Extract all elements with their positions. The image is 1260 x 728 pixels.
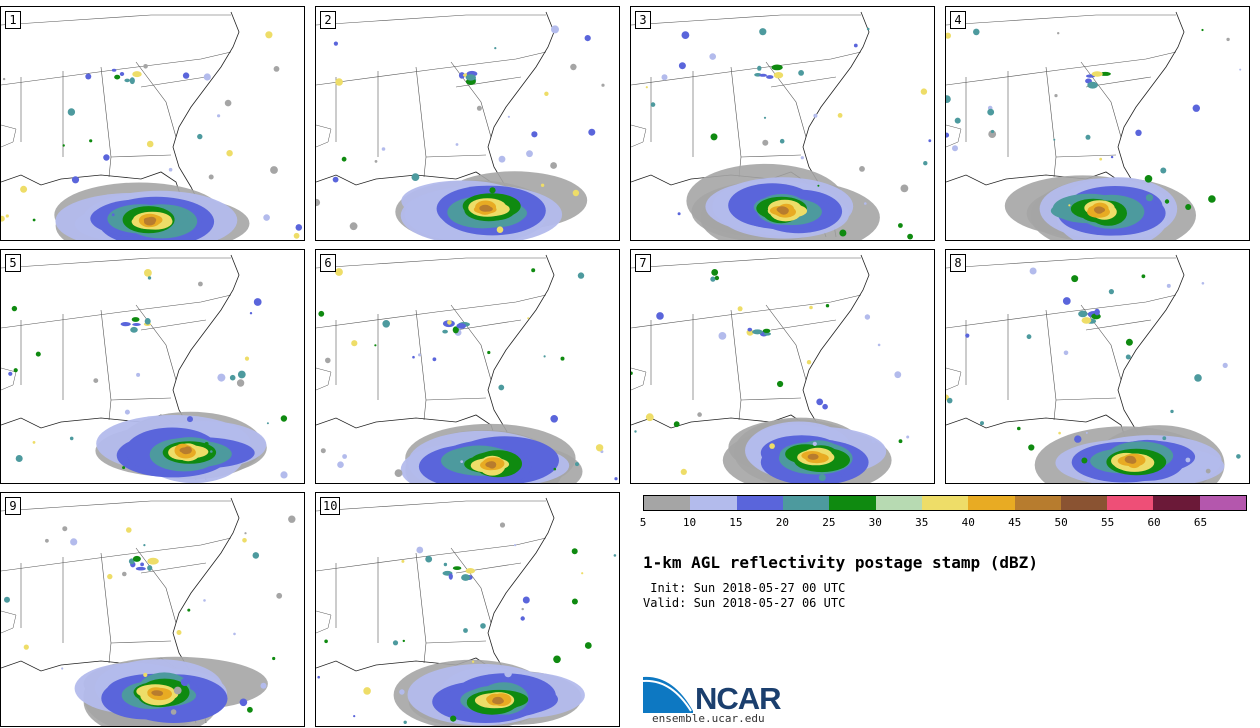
ensemble-member-panel: 9 bbox=[0, 492, 305, 727]
ncar-logo-text: NCAR bbox=[695, 681, 782, 716]
reflectivity-map bbox=[316, 497, 617, 726]
reflectivity-map bbox=[316, 11, 605, 240]
figure-title: 1-km AGL reflectivity postage stamp (dBZ… bbox=[643, 553, 1038, 572]
ensemble-member-panel: 10 bbox=[315, 492, 620, 727]
colorbar-tick-label: 25 bbox=[822, 516, 836, 529]
colorbar-swatch bbox=[921, 496, 969, 510]
colorbar-tick-label: 5 bbox=[639, 516, 647, 529]
colorbar-swatch bbox=[736, 496, 783, 510]
member-number-label: 8 bbox=[950, 254, 966, 272]
ensemble-member-panel: 2 bbox=[315, 6, 620, 241]
member-number-label: 9 bbox=[5, 497, 21, 515]
colorbar-swatch bbox=[875, 496, 922, 510]
colorbar-swatch bbox=[968, 496, 1015, 510]
ensemble-member-panel: 5 bbox=[0, 249, 305, 484]
colorbar-swatch bbox=[1153, 496, 1200, 510]
colorbar-swatch bbox=[829, 496, 876, 510]
ensemble-member-panel: 6 bbox=[315, 249, 620, 484]
reflectivity-map bbox=[1, 497, 296, 726]
colorbar-swatch bbox=[690, 496, 737, 510]
reflectivity-map bbox=[946, 11, 1242, 240]
colorbar-tick-label: 45 bbox=[1008, 516, 1022, 529]
init-time: Init: Sun 2018-05-27 00 UTC bbox=[643, 581, 846, 595]
colorbar-tick-label: 60 bbox=[1147, 516, 1161, 529]
reflectivity-map bbox=[1, 254, 288, 483]
member-number-label: 5 bbox=[5, 254, 21, 272]
colorbar-swatch bbox=[1199, 496, 1247, 510]
member-number-label: 3 bbox=[635, 11, 651, 29]
member-number-label: 10 bbox=[320, 497, 341, 515]
colorbar-tick-label: 50 bbox=[1054, 516, 1068, 529]
ensemble-member-panel: 1 bbox=[0, 6, 305, 241]
colorbar-tick-label: 55 bbox=[1100, 516, 1115, 529]
colorbar-tick-label: 10 bbox=[682, 516, 697, 529]
website-label: ensemble.ucar.edu bbox=[652, 712, 765, 725]
reflectivity-map bbox=[1, 11, 303, 240]
reflectivity-colorbar bbox=[643, 495, 1247, 511]
ensemble-member-panel: 7 bbox=[630, 249, 935, 484]
member-number-label: 6 bbox=[320, 254, 336, 272]
colorbar-tick-label: 65 bbox=[1193, 516, 1208, 529]
colorbar-tick-label: 20 bbox=[775, 516, 789, 529]
colorbar-tick-labels: 5 10 15 20 25 30 35 40 45 50 55 60 65 bbox=[639, 516, 1247, 530]
colorbar-swatch bbox=[644, 496, 691, 510]
ensemble-member-panel: 4 bbox=[945, 6, 1250, 241]
ncar-logo-icon bbox=[643, 676, 693, 713]
colorbar-swatch bbox=[782, 496, 830, 510]
member-number-label: 2 bbox=[320, 11, 336, 29]
reflectivity-map bbox=[946, 254, 1241, 483]
colorbar-tick-label: 35 bbox=[915, 516, 929, 529]
colorbar-tick-label: 40 bbox=[961, 516, 975, 529]
colorbar-swatch bbox=[1060, 496, 1108, 510]
valid-time: Valid: Sun 2018-05-27 06 UTC bbox=[643, 596, 846, 610]
reflectivity-map bbox=[631, 11, 932, 240]
reflectivity-map bbox=[316, 254, 618, 483]
ensemble-member-panel: 3 bbox=[630, 6, 935, 241]
member-number-label: 7 bbox=[635, 254, 651, 272]
member-number-label: 1 bbox=[5, 11, 21, 29]
colorbar-swatch bbox=[1107, 496, 1154, 510]
ensemble-member-panel: 8 bbox=[945, 249, 1250, 484]
reflectivity-map bbox=[631, 254, 910, 483]
colorbar-tick-label: 30 bbox=[868, 516, 882, 529]
colorbar-swatch bbox=[1014, 496, 1061, 510]
colorbar-tick-label: 15 bbox=[729, 516, 743, 529]
member-number-label: 4 bbox=[950, 11, 966, 29]
